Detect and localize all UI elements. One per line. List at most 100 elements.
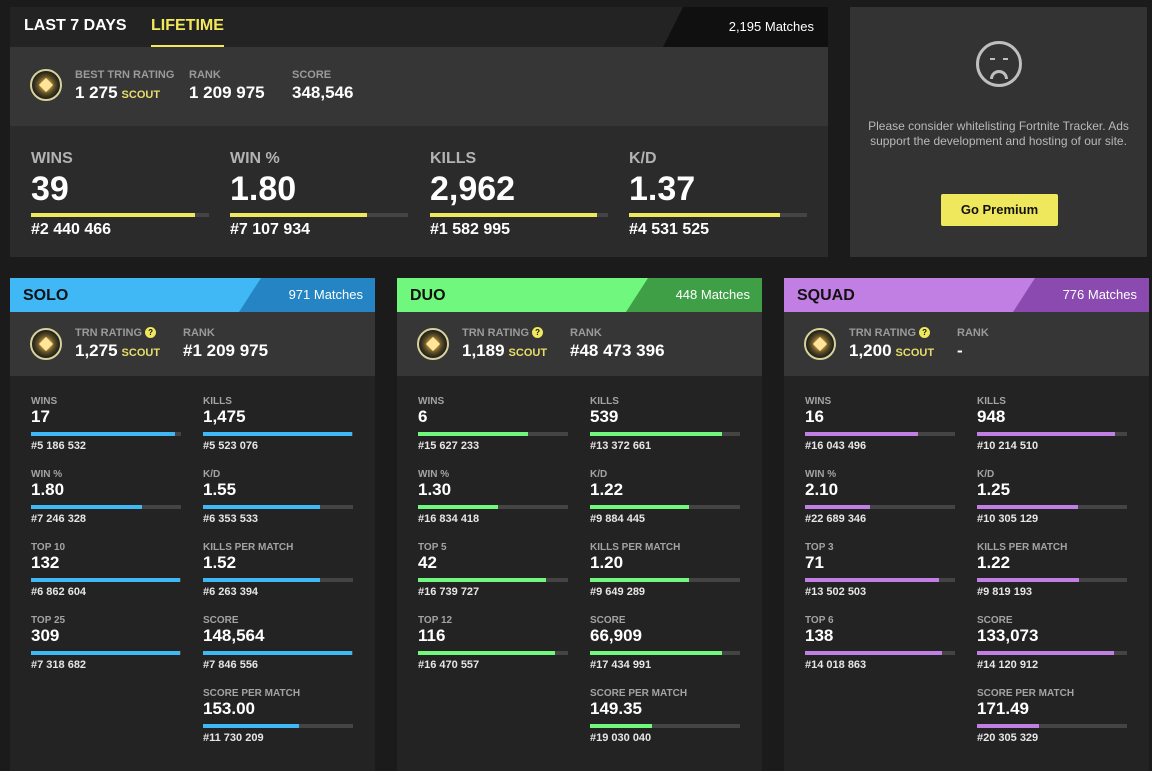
mode-matches: 776 Matches [1013,278,1149,312]
overview-stat-label: WIN % [230,150,280,167]
stat-label: KILLS [590,396,619,407]
overview-stat-rank: #7 107 934 [230,221,311,238]
stat-label: TOP 3 [805,542,834,553]
stat-label: SCORE [203,615,239,626]
stat-bar [418,505,568,509]
rating-tier: SCOUT [508,347,548,359]
stat-label: TOP 12 [418,615,453,626]
stat-bar [590,724,740,728]
stat-rank: #5 523 076 [203,440,259,452]
stat-rank: #11 730 209 [203,732,264,744]
stat-label: SCORE PER MATCH [203,688,301,699]
stat-value: 153.00 [203,699,255,718]
stat-rank: #6 263 394 [203,586,259,598]
help-icon[interactable]: ? [532,327,544,338]
rank-label: RANK [189,69,221,81]
rating-tier: SCOUT [121,89,161,101]
stat-value: 309 [31,626,60,645]
stat-value: 42 [418,553,437,572]
mode-rank-value: #1 209 975 [183,341,269,360]
rating-tier: SCOUT [121,347,161,359]
stat-label: WINS [31,396,58,407]
stat-value: 116 [418,626,446,645]
overview-stat-bar [31,213,209,217]
stat-bar [203,505,353,509]
stat-rank: #14 018 863 [805,659,867,671]
tab-last-7-days[interactable]: LAST 7 DAYS [24,17,127,34]
stat-bar [977,724,1127,728]
mode-rating-row: TRN RATING? 1,275 SCOUT RANK #1 209 975 [10,312,375,376]
trn-rating-label: TRN RATING? [849,327,931,339]
stat-rank: #13 372 661 [590,440,652,452]
ad-message: Please consider whitelisting Fortnite Tr… [868,119,1129,148]
stat-value: 71 [805,553,824,572]
mode-title: SOLO [23,287,69,304]
stat-value: 539 [590,407,619,426]
stat-value: 133,073 [977,626,1039,645]
stat-label: SCORE PER MATCH [590,688,688,699]
time-tabs: LAST 7 DAYS LIFETIME 2,195 Matches [10,7,828,47]
stat-value: 16 [805,407,824,426]
overview-card: LAST 7 DAYS LIFETIME 2,195 Matches BEST … [10,7,828,257]
go-premium-button[interactable]: Go Premium [941,194,1058,226]
stat-rank: #5 186 532 [31,440,87,452]
overview-stat-bar [230,213,408,217]
rating-emblem-icon [30,328,62,360]
stat-value: 17 [31,407,50,426]
stat-label: TOP 6 [805,615,834,626]
stat-bar [977,505,1127,509]
stat-bar [805,432,955,436]
stat-bar [590,432,740,436]
stat-label: TOP 10 [31,542,66,553]
stat-rank: #16 043 496 [805,440,867,452]
stat-bar [590,578,740,582]
trn-rating-value: 1,275 SCOUT [75,341,161,360]
stat-value: 2.10 [805,480,839,499]
stat-value: 66,909 [590,626,642,645]
stat-value: 1.25 [977,480,1011,499]
tab-lifetime[interactable]: LIFETIME [151,17,224,47]
mode-rank-value: - [957,341,963,360]
help-icon[interactable]: ? [919,327,931,338]
stat-bar [805,651,955,655]
stat-bar [418,578,568,582]
mode-rating-row: TRN RATING? 1,200 SCOUT RANK - [784,312,1149,376]
stat-rank: #16 834 418 [418,513,480,525]
stat-label: KILLS PER MATCH [203,542,294,553]
trn-rating-value: 1,189 SCOUT [462,341,548,360]
stat-bar [31,578,181,582]
stat-bar [418,432,568,436]
stat-rank: #15 627 233 [418,440,480,452]
help-icon[interactable]: ? [145,327,157,338]
stat-rank: #6 862 604 [31,586,87,598]
stat-rank: #6 353 533 [203,513,259,525]
stat-value: 6 [418,407,428,426]
stat-rank: #10 214 510 [977,440,1039,452]
stat-rank: #17 434 991 [590,659,652,671]
stat-bar [977,578,1127,582]
stat-value: 1.30 [418,480,452,499]
rank-value: 1 209 975 [189,83,265,102]
best-rating-value: 1 275 SCOUT [75,83,161,102]
mode-rating-row: TRN RATING? 1,189 SCOUT RANK #48 473 396 [397,312,762,376]
stat-value: 1,475 [203,407,246,426]
trn-rating-value: 1,200 SCOUT [849,341,935,360]
overview-stats: WINS 39 #2 440 466 WIN % 1.80 #7 107 934 KILLS… [10,126,828,257]
stat-rank: #13 502 503 [805,586,867,598]
mode-title: DUO [410,287,446,304]
ad-card: Please consider whitelisting Fortnite Tr… [850,7,1147,257]
stat-bar [590,651,740,655]
stat-label: TOP 5 [418,542,447,553]
overview-stat-bar [430,213,608,217]
stat-value: 1.20 [590,553,624,572]
best-rating-label: BEST TRN RATING [75,69,175,81]
stat-value: 138 [805,626,834,645]
solo-card: SOLO 971 Matches TRN RATING? 1,275 SCOUT RANK… [10,278,375,771]
stat-label: K/D [590,469,608,480]
stat-label: SCORE PER MATCH [977,688,1075,699]
stat-value: 1.80 [31,480,65,499]
stat-rank: #16 470 557 [418,659,480,671]
stat-value: 149.35 [590,699,642,718]
mode-rank-value: #48 473 396 [570,341,665,360]
overview-stat-value: 1.80 [230,170,297,208]
